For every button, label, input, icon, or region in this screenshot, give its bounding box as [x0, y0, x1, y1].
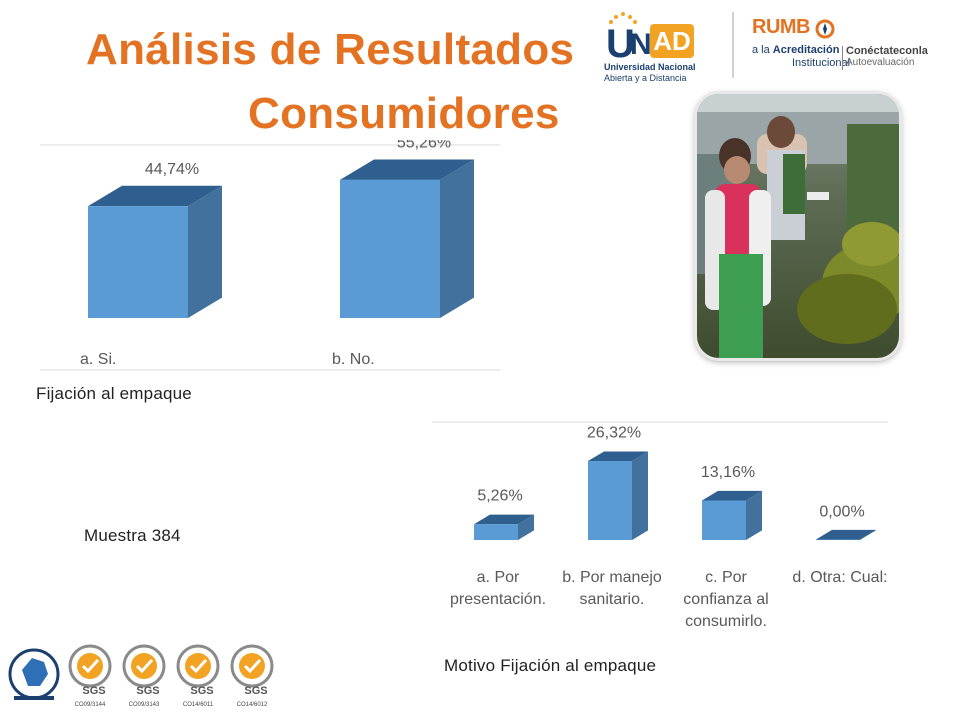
chart2-data-label-3: 13,16% — [701, 464, 755, 481]
rumbo-title: RUMB — [752, 16, 811, 38]
logo-divider — [732, 12, 734, 78]
sgs-label: SGS — [82, 685, 105, 697]
unad-line1: Universidad Nacional — [604, 62, 696, 72]
chart2-data-label-1: 5,26% — [477, 488, 522, 505]
slide-title-line2: Consumidores — [248, 89, 560, 138]
chart2-category-label-4-line-1: d. Otra: Cual: — [792, 569, 887, 586]
chart2-category-label-3-line-3: consumirlo. — [685, 613, 767, 630]
certification-seal-1: SGS CO09/3144 — [68, 644, 112, 708]
sample-size-label: Muestra 384 — [84, 526, 181, 545]
cert-code: CO14/6011 — [183, 702, 214, 708]
chart2-category-label-1-line-2: presentación. — [450, 591, 546, 608]
certification-seal-4: SGS CO14/6012 — [230, 644, 274, 708]
chart1-bar-2 — [340, 159, 474, 318]
cert-code: CO14/6012 — [237, 702, 268, 708]
chart-motivo-fijacion: 5,26% a. Por presentación. 26,32% b. Por man… — [428, 416, 894, 642]
chart2-bar-1 — [474, 514, 534, 540]
chart2-category-label-3-line-2: confianza al — [683, 591, 768, 608]
chart2-svg: 5,26% a. Por presentación. 26,32% b. Por man… — [432, 421, 888, 630]
chart2-data-label-4: 0,00% — [819, 503, 864, 520]
chart2-category-label-2-line-1: b. Por manejo — [562, 569, 662, 586]
certification-seal-2: SGS CO09/3143 — [122, 644, 166, 708]
chart1-category-label-2: b. No. — [332, 351, 375, 368]
unad-dots-icon — [609, 12, 637, 24]
market-interview-photo — [697, 94, 899, 358]
checkmark-icon — [189, 658, 208, 674]
rumbo-right2: Autoevaluación — [846, 57, 915, 68]
unad-n: N — [630, 28, 652, 61]
chart1-data-label-1: 44,74% — [145, 161, 199, 178]
chart2-bar-4 — [816, 529, 876, 540]
chart2-category-label-3-line-1: c. Por — [705, 569, 747, 586]
rumbo-right1: Conéctateconla — [846, 45, 928, 57]
caption-chart1: Fijación al empaque — [36, 384, 192, 403]
chart2-data-label-2: 26,32% — [587, 424, 641, 441]
slide-title-line1: Análisis de Resultados — [86, 25, 575, 74]
cert-code: CO09/3143 — [129, 702, 160, 708]
chart2-category-label-2-line-2: sanitario. — [580, 591, 645, 608]
unad-line2: Abierta y a Distancia — [604, 73, 687, 83]
colombia-seal-icon — [22, 658, 48, 686]
checkmark-icon — [81, 658, 100, 674]
rumbo-line1: a la Acreditación — [752, 44, 840, 56]
unad-ad: AD — [650, 24, 694, 58]
chart2-bar-3 — [702, 490, 762, 540]
chart1-category-label-1: a. Si. — [80, 351, 116, 368]
caption-chart2: Motivo Fijación al empaque — [444, 656, 657, 675]
chart2-bar-2 — [588, 451, 648, 540]
checkmark-icon — [243, 658, 262, 674]
chart1-data-label-2: 55,26% — [397, 140, 451, 151]
market-scene-image — [697, 94, 899, 358]
sgs-label: SGS — [190, 685, 213, 697]
checkmark-icon — [135, 658, 154, 674]
certification-seal-3: SGS CO14/6011 — [176, 644, 220, 708]
chart1-bar-1 — [88, 185, 222, 318]
chart-fijacion-empaque: 44,74% a. Si. 55,26% b. No. — [40, 134, 505, 376]
certification-seals: SGS CO09/3144 SGS CO09/3143 SGS CO14/6011 SGS C… — [8, 644, 274, 708]
rumbo-line2: Institucional — [792, 57, 851, 69]
sgs-label: SGS — [136, 685, 159, 697]
certification-logos: SGS CO09/3144 SGS CO09/3143 SGS CO14/6011 SGS C… — [4, 640, 294, 720]
chart1-svg: 44,74% a. Si. 55,26% b. No. — [40, 134, 500, 371]
rumbo-divider — [842, 46, 843, 70]
cert-code: CO09/3144 — [75, 702, 106, 708]
unad-logo: U N AD Universidad Nacional Abierta y a … — [600, 8, 710, 84]
chart2-category-label-1-line-1: a. Por — [477, 569, 520, 586]
unad-u: U — [606, 22, 635, 66]
sgs-label: SGS — [244, 685, 267, 697]
rumbo-logo: RUMB a la Acreditación Institucional Con… — [752, 16, 952, 76]
compass-icon — [815, 19, 835, 39]
